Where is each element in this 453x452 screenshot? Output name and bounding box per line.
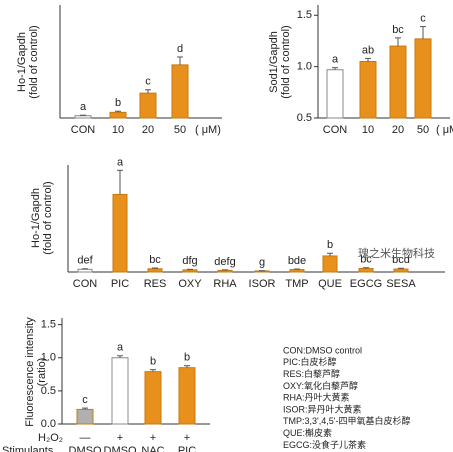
significance-label: bde <box>288 255 306 267</box>
x-tick-label: CON <box>71 124 96 136</box>
significance-label: def <box>77 255 93 267</box>
x-tick-label: 50 <box>174 124 186 136</box>
note: PIC:白皮杉醇 <box>283 356 337 367</box>
y-axis-label: Ho-1/Gapdh <box>30 188 42 248</box>
bar <box>359 61 377 119</box>
bar <box>289 269 305 273</box>
bar <box>178 367 196 425</box>
y-tick-label: 1.5 <box>297 9 312 21</box>
y-axis-label: (fold of control) <box>28 25 40 98</box>
watermark: 瑰之米生物科技 <box>358 246 435 260</box>
y-tick-label: 0.0 <box>41 418 56 430</box>
significance-label: b <box>115 97 121 109</box>
y-tick-label: 0.5 <box>41 385 56 397</box>
bar <box>358 268 374 273</box>
x-tick-label: DMSO <box>69 445 102 452</box>
y-tick-label: 0.5 <box>297 112 312 124</box>
bar <box>217 269 233 273</box>
significance-label: a <box>80 101 87 113</box>
x-row-label: + <box>150 432 156 444</box>
x-unit: ( μM) <box>436 124 453 136</box>
note: TMP:3,3',4,5'-四甲氧基白皮杉醇 <box>283 415 410 426</box>
bar <box>77 268 93 273</box>
bar <box>147 268 163 273</box>
y-axis-label: Fluorescence intensity <box>24 317 36 427</box>
bar <box>144 371 162 425</box>
x-unit: ( μM) <box>195 124 221 136</box>
x-tick-label: 10 <box>362 124 374 136</box>
note: CON:DMSO control <box>283 345 362 355</box>
significance-label: b <box>184 352 190 364</box>
y-axis-label: (ratio) <box>36 358 48 387</box>
bar <box>112 193 128 273</box>
bar <box>414 38 432 119</box>
bar <box>326 69 344 119</box>
significance-label: bc <box>360 254 372 266</box>
bar <box>393 268 409 273</box>
row-name: H₂O₂ <box>38 432 63 444</box>
bar <box>171 64 189 119</box>
x-tick-label: OXY <box>178 278 202 290</box>
note: QUE:槲皮素 <box>283 427 332 438</box>
x-tick-label: DMSO <box>104 445 137 452</box>
significance-label: bc <box>392 24 404 36</box>
significance-label: a <box>117 342 124 354</box>
significance-label: dfg <box>182 255 197 267</box>
x-tick-label: RHA <box>213 278 237 290</box>
x-row-label: + <box>117 432 123 444</box>
y-tick-label: 1.0 <box>41 352 56 364</box>
significance-label: c <box>420 12 426 24</box>
x-tick-label: NAC <box>141 445 164 452</box>
bar <box>322 255 338 273</box>
bar <box>109 111 127 119</box>
x-tick-label: 20 <box>142 124 154 136</box>
significance-label: bcd <box>392 254 410 266</box>
x-tick-label: RES <box>144 278 167 290</box>
significance-label: d <box>177 43 183 55</box>
x-tick-label: ISOR <box>249 278 276 290</box>
significance-label: defg <box>214 256 235 268</box>
x-tick-label: PIC <box>178 445 196 452</box>
note: OXY:氧化白藜芦醇 <box>283 380 358 391</box>
bar <box>76 408 94 425</box>
x-tick-label: 20 <box>392 124 404 136</box>
y-axis-label: (fold of control) <box>280 25 292 98</box>
x-tick-label: QUE <box>318 278 342 290</box>
note: RES:白藜芦醇 <box>283 368 340 379</box>
y-axis-label: Sod1/Gapdh <box>268 31 280 93</box>
significance-label: g <box>259 257 265 269</box>
significance-label: a <box>117 156 124 168</box>
bar <box>111 357 129 425</box>
x-row-label: — <box>80 432 91 444</box>
x-tick-label: 10 <box>112 124 124 136</box>
y-axis-label: (fold of control) <box>42 181 54 254</box>
bar <box>74 115 92 119</box>
x-tick-label: PIC <box>111 278 129 290</box>
row-name: Stimulants <box>2 445 54 452</box>
significance-label: c <box>145 76 151 88</box>
x-tick-label: TMP <box>285 278 308 290</box>
y-tick-label: 1.5 <box>41 319 56 331</box>
significance-label: bc <box>149 254 161 266</box>
x-row-label: + <box>184 432 190 444</box>
x-tick-label: SESA <box>386 278 416 290</box>
note: EGCG:没食子儿茶素 <box>283 439 366 450</box>
y-tick-label: 1.0 <box>297 61 312 73</box>
significance-label: b <box>150 356 156 368</box>
bar <box>182 269 198 273</box>
significance-label: ab <box>362 44 374 56</box>
x-tick-label: CON <box>323 124 348 136</box>
x-tick-label: CON <box>73 278 98 290</box>
note: ISOR:异丹叶大黄素 <box>283 403 362 414</box>
bar <box>139 92 157 119</box>
y-axis-label: Ho-1/Gapdh <box>16 32 28 92</box>
note: RHA:丹叶大黄素 <box>283 392 350 403</box>
significance-label: b <box>327 239 333 251</box>
significance-label: c <box>82 394 88 406</box>
bar <box>389 45 407 119</box>
x-tick-label: 50 <box>417 124 429 136</box>
significance-label: a <box>332 54 339 66</box>
x-tick-label: EGCG <box>350 278 382 290</box>
